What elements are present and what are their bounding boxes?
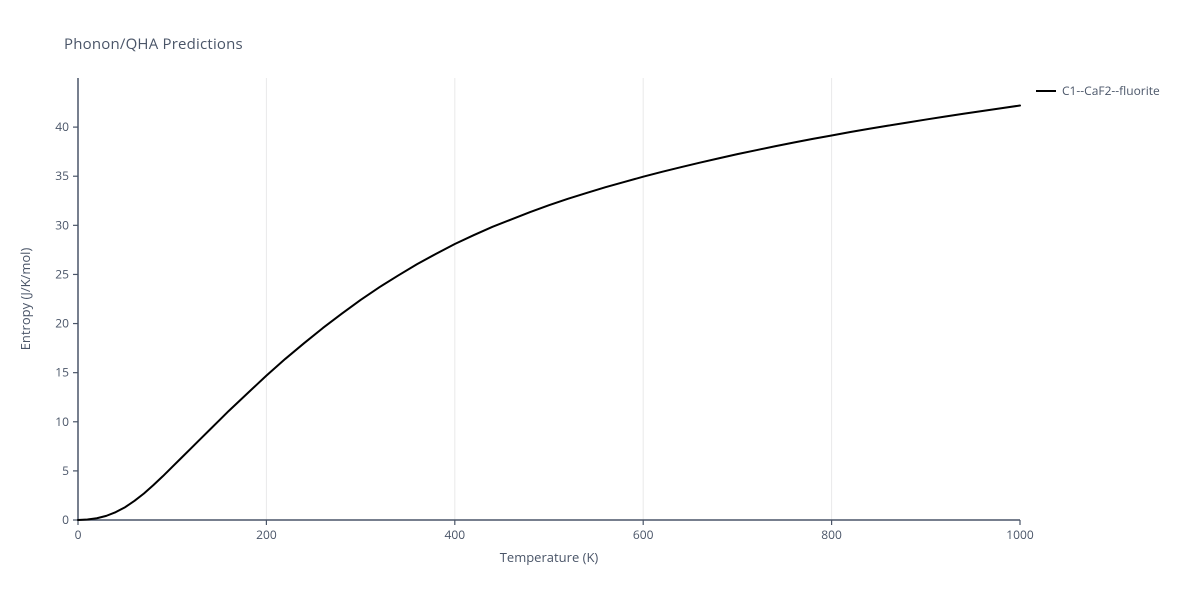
legend-swatch: [1036, 90, 1056, 92]
svg-text:0: 0: [75, 526, 82, 543]
series-group: [78, 106, 1020, 521]
axis-ticks: 0 200 400 600 800 1000 0 5 10 15 20 25 30 35 40: [55, 118, 1034, 543]
axes: [78, 78, 1020, 520]
svg-text:5: 5: [62, 462, 69, 479]
svg-text:10: 10: [55, 413, 69, 430]
svg-text:20: 20: [55, 315, 69, 332]
svg-text:1000: 1000: [1006, 526, 1034, 543]
svg-text:35: 35: [55, 167, 69, 184]
gridlines: [266, 78, 831, 520]
chart-svg: 0 200 400 600 800 1000 0 5 10 15 20 25 30 35 40 Temper…: [0, 0, 1200, 600]
svg-text:30: 30: [55, 216, 69, 233]
svg-text:40: 40: [55, 118, 69, 135]
chart-container: { "chart": { "type": "line", "title": "P…: [0, 0, 1200, 600]
svg-text:0: 0: [62, 511, 69, 528]
series-line: [78, 106, 1020, 521]
legend-label: C1--CaF2--fluorite: [1062, 82, 1160, 99]
y-axis-label: Entropy (J/K/mol): [16, 248, 34, 351]
svg-text:200: 200: [256, 526, 277, 543]
x-axis-label: Temperature (K): [500, 548, 599, 566]
svg-text:800: 800: [821, 526, 842, 543]
svg-text:15: 15: [55, 364, 69, 381]
svg-text:600: 600: [633, 526, 654, 543]
svg-text:400: 400: [445, 526, 466, 543]
svg-text:25: 25: [55, 265, 69, 282]
legend: C1--CaF2--fluorite: [1036, 82, 1160, 99]
